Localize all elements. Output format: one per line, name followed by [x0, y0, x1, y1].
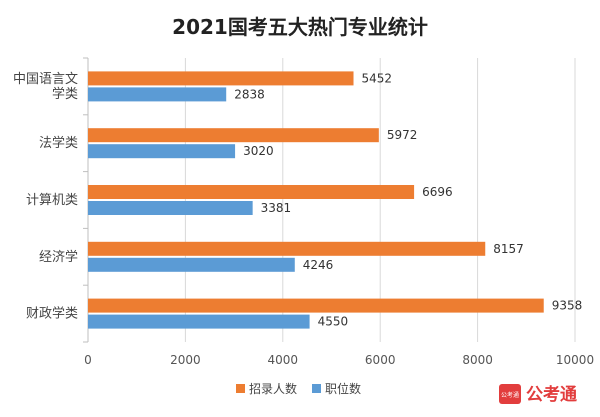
data-label: 2838: [234, 87, 265, 101]
category-label: 中国语言文: [13, 72, 78, 87]
bar-positions: [88, 314, 310, 329]
bar-positions: [88, 144, 236, 159]
bar-positions: [88, 257, 295, 272]
category-label: 财政学类: [26, 306, 78, 322]
bar-recruits: [88, 298, 544, 313]
category-label: 学类: [52, 86, 78, 102]
bar-positions: [88, 201, 253, 215]
watermark-text: 公考通: [526, 384, 577, 405]
grid-layer: [83, 57, 576, 343]
data-label: 6696: [422, 185, 453, 199]
x-tick-label: 0: [84, 353, 92, 367]
data-label: 5452: [362, 71, 393, 85]
watermark-logo: 公考通 公考通: [499, 384, 577, 405]
watermark-icon: [499, 384, 521, 404]
category-label: 法学类: [39, 135, 78, 151]
data-label: 3381: [261, 201, 292, 215]
legend-label: 招录人数: [249, 381, 297, 396]
bar-recruits: [88, 185, 415, 199]
data-label: 4550: [318, 315, 349, 329]
bar-recruits: [88, 241, 486, 256]
chart-title: 2021国考五大热门专业统计: [172, 15, 428, 39]
legend-label: 职位数: [325, 381, 361, 396]
x-tick-label: 2000: [170, 353, 201, 367]
data-label: 3020: [243, 144, 274, 158]
x-tick-label: 4000: [268, 353, 299, 367]
bar-positions: [88, 87, 227, 102]
bar-recruits: [88, 128, 379, 143]
x-tick-label: 10000: [556, 353, 594, 367]
legend-swatch: [312, 384, 321, 393]
legend-swatch: [236, 384, 245, 393]
x-tick-label: 6000: [365, 353, 396, 367]
data-label: 8157: [493, 242, 524, 256]
legend: 招录人数 职位数: [236, 381, 361, 396]
x-tick-label: 8000: [462, 353, 493, 367]
category-label: 计算机类: [26, 193, 78, 208]
category-label: 经济学: [39, 249, 78, 265]
data-label: 4246: [303, 258, 334, 272]
data-label: 9358: [552, 299, 583, 313]
bars-layer: [88, 71, 544, 329]
bar-recruits: [88, 71, 354, 86]
data-label: 5972: [387, 128, 418, 142]
watermark-icon-text: 公考通: [501, 391, 519, 399]
